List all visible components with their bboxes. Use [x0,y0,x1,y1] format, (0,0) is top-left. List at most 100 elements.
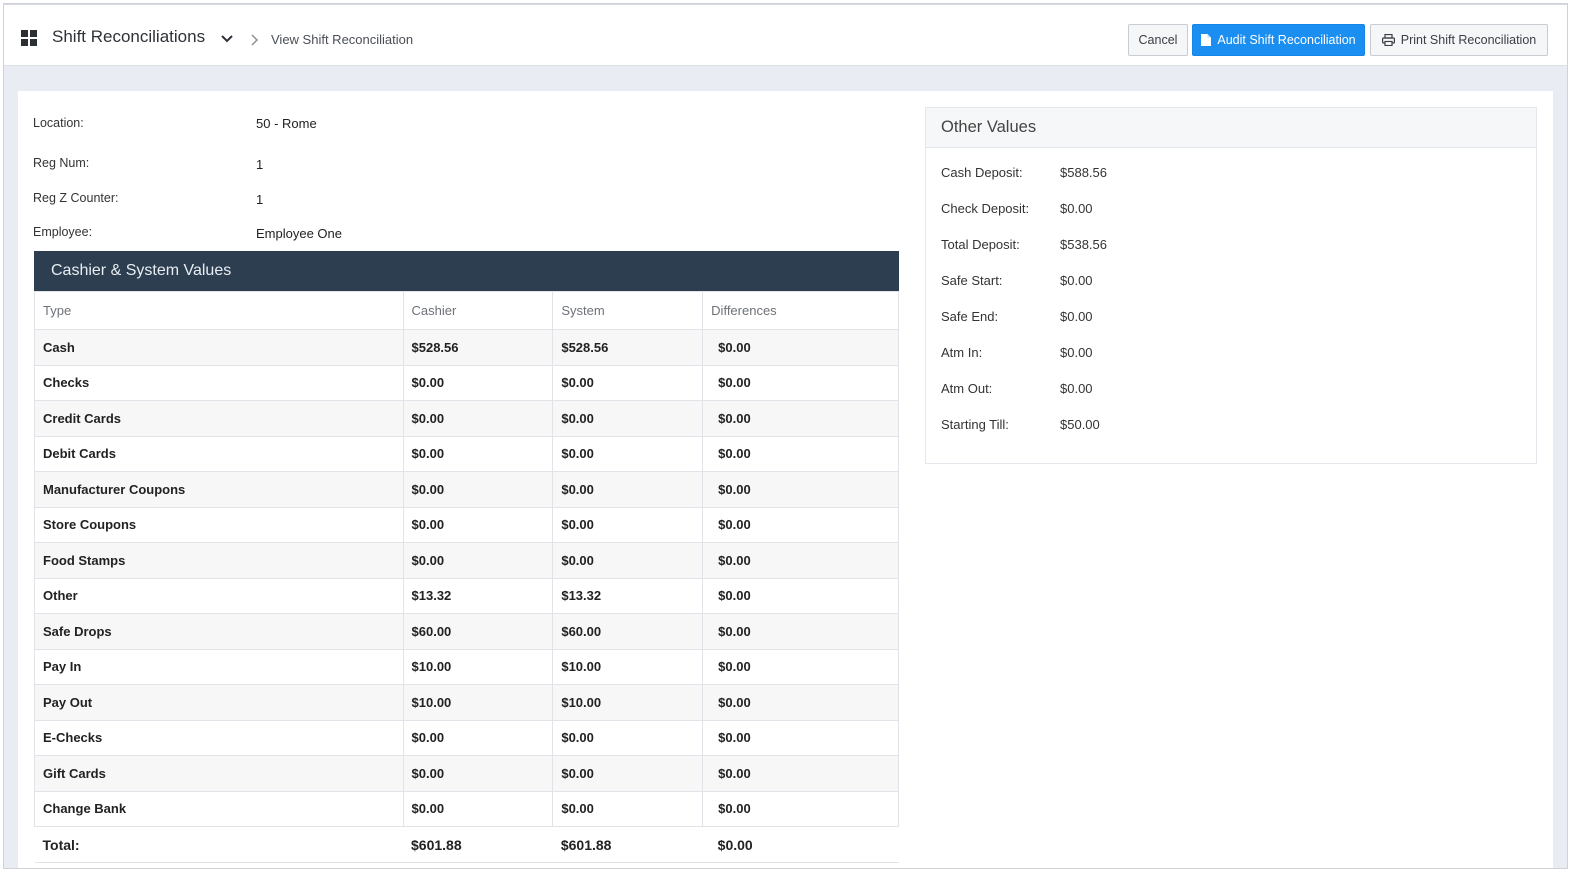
print-button-label: Print Shift Reconciliation [1400,33,1537,47]
row-difference: $0.00 [702,684,899,721]
safe-end-label: Safe End: [941,309,999,324]
row-system: $0.00 [552,506,704,543]
row-system: $0.00 [552,542,704,579]
cancel-button[interactable]: Cancel [1128,24,1188,56]
row-type: Store Coupons [34,506,404,543]
total-cashier: $601.88 [403,826,553,863]
reg-z-counter-value: 1 [256,192,264,207]
row-type: Other [34,577,404,614]
check-deposit-label: Check Deposit: [941,201,1030,216]
location-label: Location: [33,116,84,130]
row-type: E-Checks [34,719,404,756]
table-row: Cash $528.56 $528.56 $0.00 [34,329,899,366]
total-deposit-value: $538.56 [1060,237,1107,252]
atm-out-label: Atm Out: [941,381,993,396]
other-values-panel: Other Values Cash Deposit: $588.56 Check… [925,107,1537,464]
safe-start-label: Safe Start: [941,273,1003,288]
cashier-panel-title: Cashier & System Values [34,251,899,291]
row-cashier: $0.00 [402,435,554,472]
breadcrumb: View Shift Reconciliation [271,32,414,47]
row-system: $0.00 [552,755,704,792]
column-header-cashier: Cashier [402,291,554,330]
audit-shift-reconciliation-button[interactable]: Audit Shift Reconciliation [1192,24,1365,56]
total-deposit-label: Total Deposit: [941,237,1020,252]
row-system: $0.00 [552,471,704,508]
row-difference: $0.00 [702,471,899,508]
row-difference: $0.00 [702,577,899,614]
row-type: Change Bank [34,790,404,827]
row-type: Safe Drops [34,613,404,650]
table-row: Store Coupons $0.00 $0.00 $0.00 [34,506,899,543]
safe-start-value: $0.00 [1060,273,1093,288]
row-difference: $0.00 [702,506,899,543]
row-difference: $0.00 [702,613,899,650]
app-window: Shift Reconciliations View Shift Reconci… [3,3,1568,869]
row-type: Manufacturer Coupons [34,471,404,508]
row-system: $0.00 [552,364,704,401]
table-row: Other $13.32 $13.32 $0.00 [34,577,899,614]
row-system: $60.00 [552,613,704,650]
employee-label: Employee: [33,225,93,239]
row-cashier: $0.00 [402,542,554,579]
column-header-system: System [552,291,704,330]
row-difference: $0.00 [702,364,899,401]
print-shift-reconciliation-button[interactable]: Print Shift Reconciliation [1370,24,1548,56]
location-value: 50 - Rome [256,116,317,131]
row-type: Credit Cards [34,400,404,437]
row-type: Pay Out [34,684,404,721]
column-header-differences: Differences [702,291,899,330]
other-values-title: Other Values [926,108,1536,148]
starting-till-value: $50.00 [1060,417,1100,432]
table-row: Pay Out $10.00 $10.00 $0.00 [34,684,899,721]
table-row: Change Bank $0.00 $0.00 $0.00 [34,790,899,827]
row-difference: $0.00 [702,542,899,579]
total-difference: $0.00 [702,826,899,863]
row-cashier: $0.00 [402,755,554,792]
table-row: Debit Cards $0.00 $0.00 $0.00 [34,435,899,472]
row-difference: $0.00 [702,719,899,756]
row-difference: $0.00 [702,755,899,792]
atm-in-value: $0.00 [1060,345,1093,360]
row-difference: $0.00 [702,329,899,366]
cash-deposit-value: $588.56 [1060,165,1107,180]
row-type: Checks [34,364,404,401]
atm-out-value: $0.00 [1060,381,1093,396]
row-system: $10.00 [552,648,704,685]
printer-icon [1381,34,1395,46]
row-type: Cash [34,329,404,366]
row-difference: $0.00 [702,400,899,437]
total-system: $601.88 [552,826,703,863]
employee-value: Employee One [256,226,342,241]
row-cashier: $0.00 [402,506,554,543]
row-system: $0.00 [552,719,704,756]
chevron-right-icon [251,34,259,46]
total-label: Total: [34,826,404,863]
row-system: $0.00 [552,400,704,437]
row-cashier: $60.00 [402,613,554,650]
atm-in-label: Atm In: [941,345,983,360]
row-type: Debit Cards [34,435,404,472]
check-deposit-value: $0.00 [1060,201,1093,216]
table-row: Credit Cards $0.00 $0.00 $0.00 [34,400,899,437]
top-bar: Shift Reconciliations View Shift Reconci… [4,4,1567,66]
row-difference: $0.00 [702,648,899,685]
page-title[interactable]: Shift Reconciliations [52,27,206,46]
row-cashier: $0.00 [402,719,554,756]
apps-grid-icon[interactable] [21,30,38,47]
row-system: $0.00 [552,790,704,827]
row-cashier: $0.00 [402,400,554,437]
row-cashier: $0.00 [402,790,554,827]
cancel-button-label: Cancel [1138,33,1178,47]
row-cashier: $13.32 [402,577,554,614]
table-row: Food Stamps $0.00 $0.00 $0.00 [34,542,899,579]
table-row: Safe Drops $60.00 $60.00 $0.00 [34,613,899,650]
reg-num-label: Reg Num: [33,156,90,170]
table-total-row: Total: $601.88 $601.88 $0.00 [34,826,899,863]
reg-num-value: 1 [256,157,264,172]
row-system: $10.00 [552,684,704,721]
table-row: Pay In $10.00 $10.00 $0.00 [34,648,899,685]
table-row: E-Checks $0.00 $0.00 $0.00 [34,719,899,756]
chevron-down-icon[interactable] [219,31,235,47]
row-difference: $0.00 [702,435,899,472]
row-cashier: $10.00 [402,648,554,685]
